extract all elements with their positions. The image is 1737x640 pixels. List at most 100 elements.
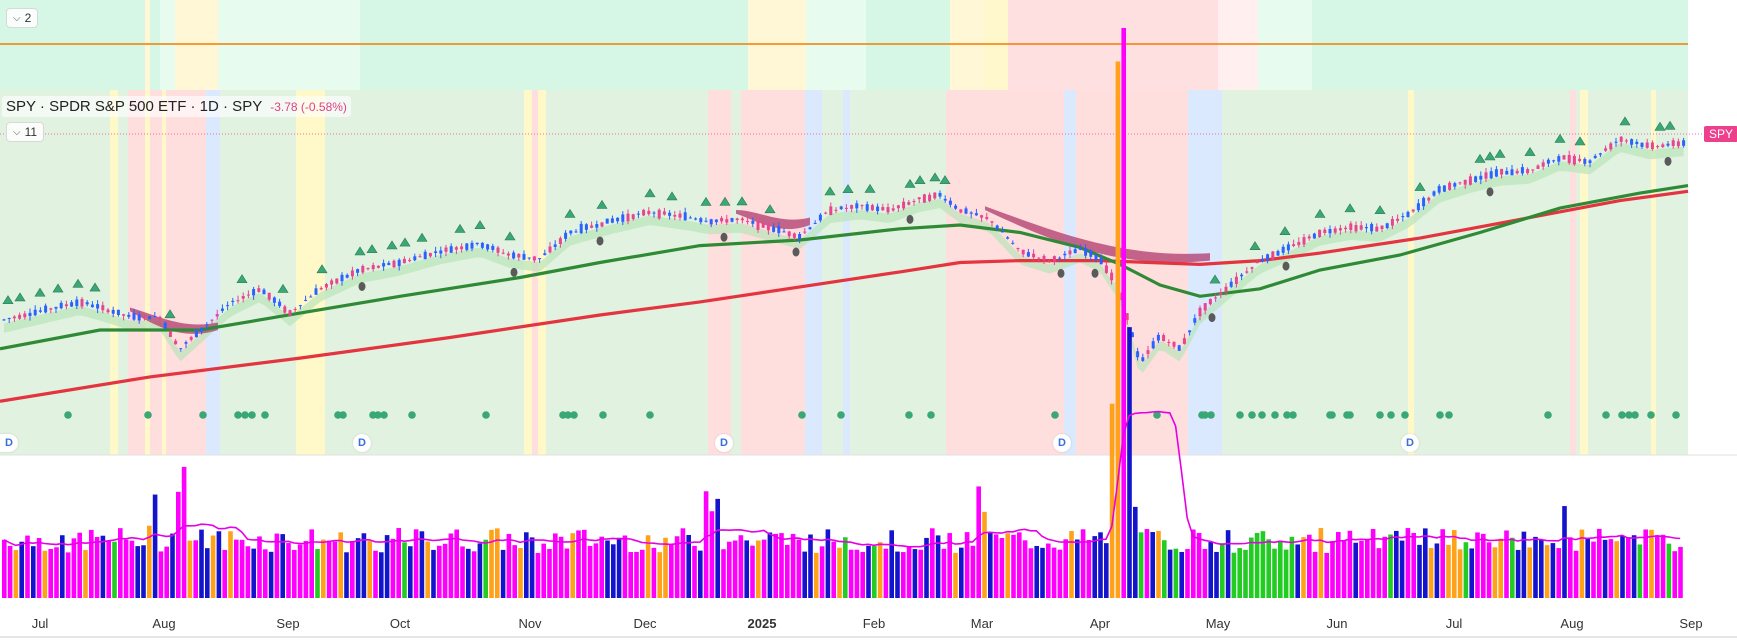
candle-body xyxy=(964,208,968,214)
candle-body xyxy=(1505,170,1509,175)
sell-signal-dot xyxy=(1486,187,1494,197)
candle-body xyxy=(1307,236,1311,239)
volume-bar xyxy=(355,538,361,598)
volume-bar xyxy=(1533,536,1538,598)
volume-bar xyxy=(199,529,204,598)
candle-body xyxy=(1593,155,1597,158)
volume-bar xyxy=(1022,540,1028,598)
volume-bar xyxy=(1510,537,1515,598)
volume-bar xyxy=(1144,529,1150,598)
candle-body xyxy=(350,270,354,277)
main-band xyxy=(741,90,805,455)
candle-body xyxy=(1224,286,1228,292)
candle-body xyxy=(709,219,713,225)
candle-body xyxy=(434,251,438,253)
candle-body xyxy=(1281,246,1285,253)
volume-bar xyxy=(524,532,529,598)
volume-bar xyxy=(1104,543,1109,598)
time-axis-label: Nov xyxy=(518,616,542,631)
dividend-marker[interactable]: D xyxy=(1401,434,1419,452)
time-axis-label: Dec xyxy=(633,616,657,631)
dividend-marker[interactable]: D xyxy=(715,434,733,452)
candle-body xyxy=(1572,156,1576,165)
candle-body xyxy=(1463,179,1467,185)
symbol-legend[interactable]: SPY · SPDR S&P 500 ETF · 1D · SPY -3.78 … xyxy=(2,96,351,117)
indicator-dot xyxy=(1401,411,1409,419)
volume-bar xyxy=(1399,540,1405,598)
volume-bar xyxy=(500,549,506,598)
volume-bar xyxy=(1452,530,1457,598)
top-pane-toggle[interactable]: ⌵ 2 xyxy=(6,8,39,28)
volume-bar xyxy=(1457,549,1463,598)
candle-body xyxy=(439,250,443,254)
candle-body xyxy=(70,302,74,307)
volume-bar xyxy=(112,541,117,598)
indicator-dot xyxy=(241,411,249,419)
indicator-dot xyxy=(1647,411,1655,419)
candle-body xyxy=(330,280,334,285)
volume-bar xyxy=(65,552,71,598)
volume-bar xyxy=(1521,531,1527,598)
volume-bar xyxy=(790,533,796,598)
volume-bar xyxy=(1231,552,1237,598)
volume-bar xyxy=(1173,548,1179,598)
volume-bar xyxy=(1568,537,1573,598)
candle-body xyxy=(23,313,27,318)
sell-signal-dot xyxy=(358,282,366,291)
candle-body xyxy=(652,212,656,214)
indicator-dot xyxy=(1258,411,1266,419)
volume-bar xyxy=(1394,530,1399,598)
volume-bar xyxy=(680,528,686,598)
candle-body xyxy=(725,219,729,223)
buy-signal-triangle xyxy=(1619,116,1631,126)
main-band xyxy=(1188,90,1222,455)
candle-body xyxy=(1541,162,1545,167)
volume-bar xyxy=(292,549,297,598)
volume-bar xyxy=(837,547,842,598)
indicator-dot xyxy=(927,411,935,419)
volume-bar xyxy=(1341,540,1347,598)
candle-body xyxy=(553,244,557,247)
candle-body xyxy=(948,200,952,205)
volume-bar xyxy=(36,538,42,598)
candle-body xyxy=(569,230,573,234)
indicator-dot xyxy=(1544,411,1552,419)
candle-body xyxy=(870,205,874,211)
indicators-toggle[interactable]: ⌵ 11 xyxy=(6,122,45,142)
candle-body xyxy=(460,246,464,250)
candle-body xyxy=(714,219,718,223)
candle-body xyxy=(59,302,63,309)
volume-bar xyxy=(1017,532,1022,598)
candle-body xyxy=(1011,242,1015,244)
buy-signal-triangle xyxy=(164,309,176,319)
candle-body xyxy=(917,197,921,200)
candle-body xyxy=(600,222,604,227)
top-band xyxy=(145,0,150,90)
candle-body xyxy=(382,263,386,267)
buy-signal-triangle xyxy=(1314,208,1326,218)
candle-body xyxy=(1234,276,1238,284)
volume-bar xyxy=(1573,550,1579,598)
dividend-marker[interactable]: D xyxy=(1053,434,1071,452)
volume-bar xyxy=(187,540,193,598)
candle-body xyxy=(1297,241,1301,246)
main-band xyxy=(1408,90,1414,455)
candle-body xyxy=(1671,140,1675,147)
buy-signal-triangle xyxy=(1344,203,1356,213)
volume-bar xyxy=(1475,532,1480,598)
candle-body xyxy=(1318,229,1322,237)
candle-body xyxy=(267,292,271,300)
volume-bar xyxy=(1463,542,1469,598)
candle-body xyxy=(974,213,978,216)
volume-bar xyxy=(1550,543,1556,598)
candle-body xyxy=(7,318,11,320)
dividend-marker[interactable]: D xyxy=(353,434,371,452)
candle-body xyxy=(1609,143,1613,150)
candle-body xyxy=(522,253,526,260)
dividend-marker[interactable]: D xyxy=(0,434,18,452)
candle-body xyxy=(1489,171,1493,179)
candle-body xyxy=(595,224,599,228)
volume-bar xyxy=(1295,544,1300,598)
volume-bar xyxy=(732,540,738,598)
